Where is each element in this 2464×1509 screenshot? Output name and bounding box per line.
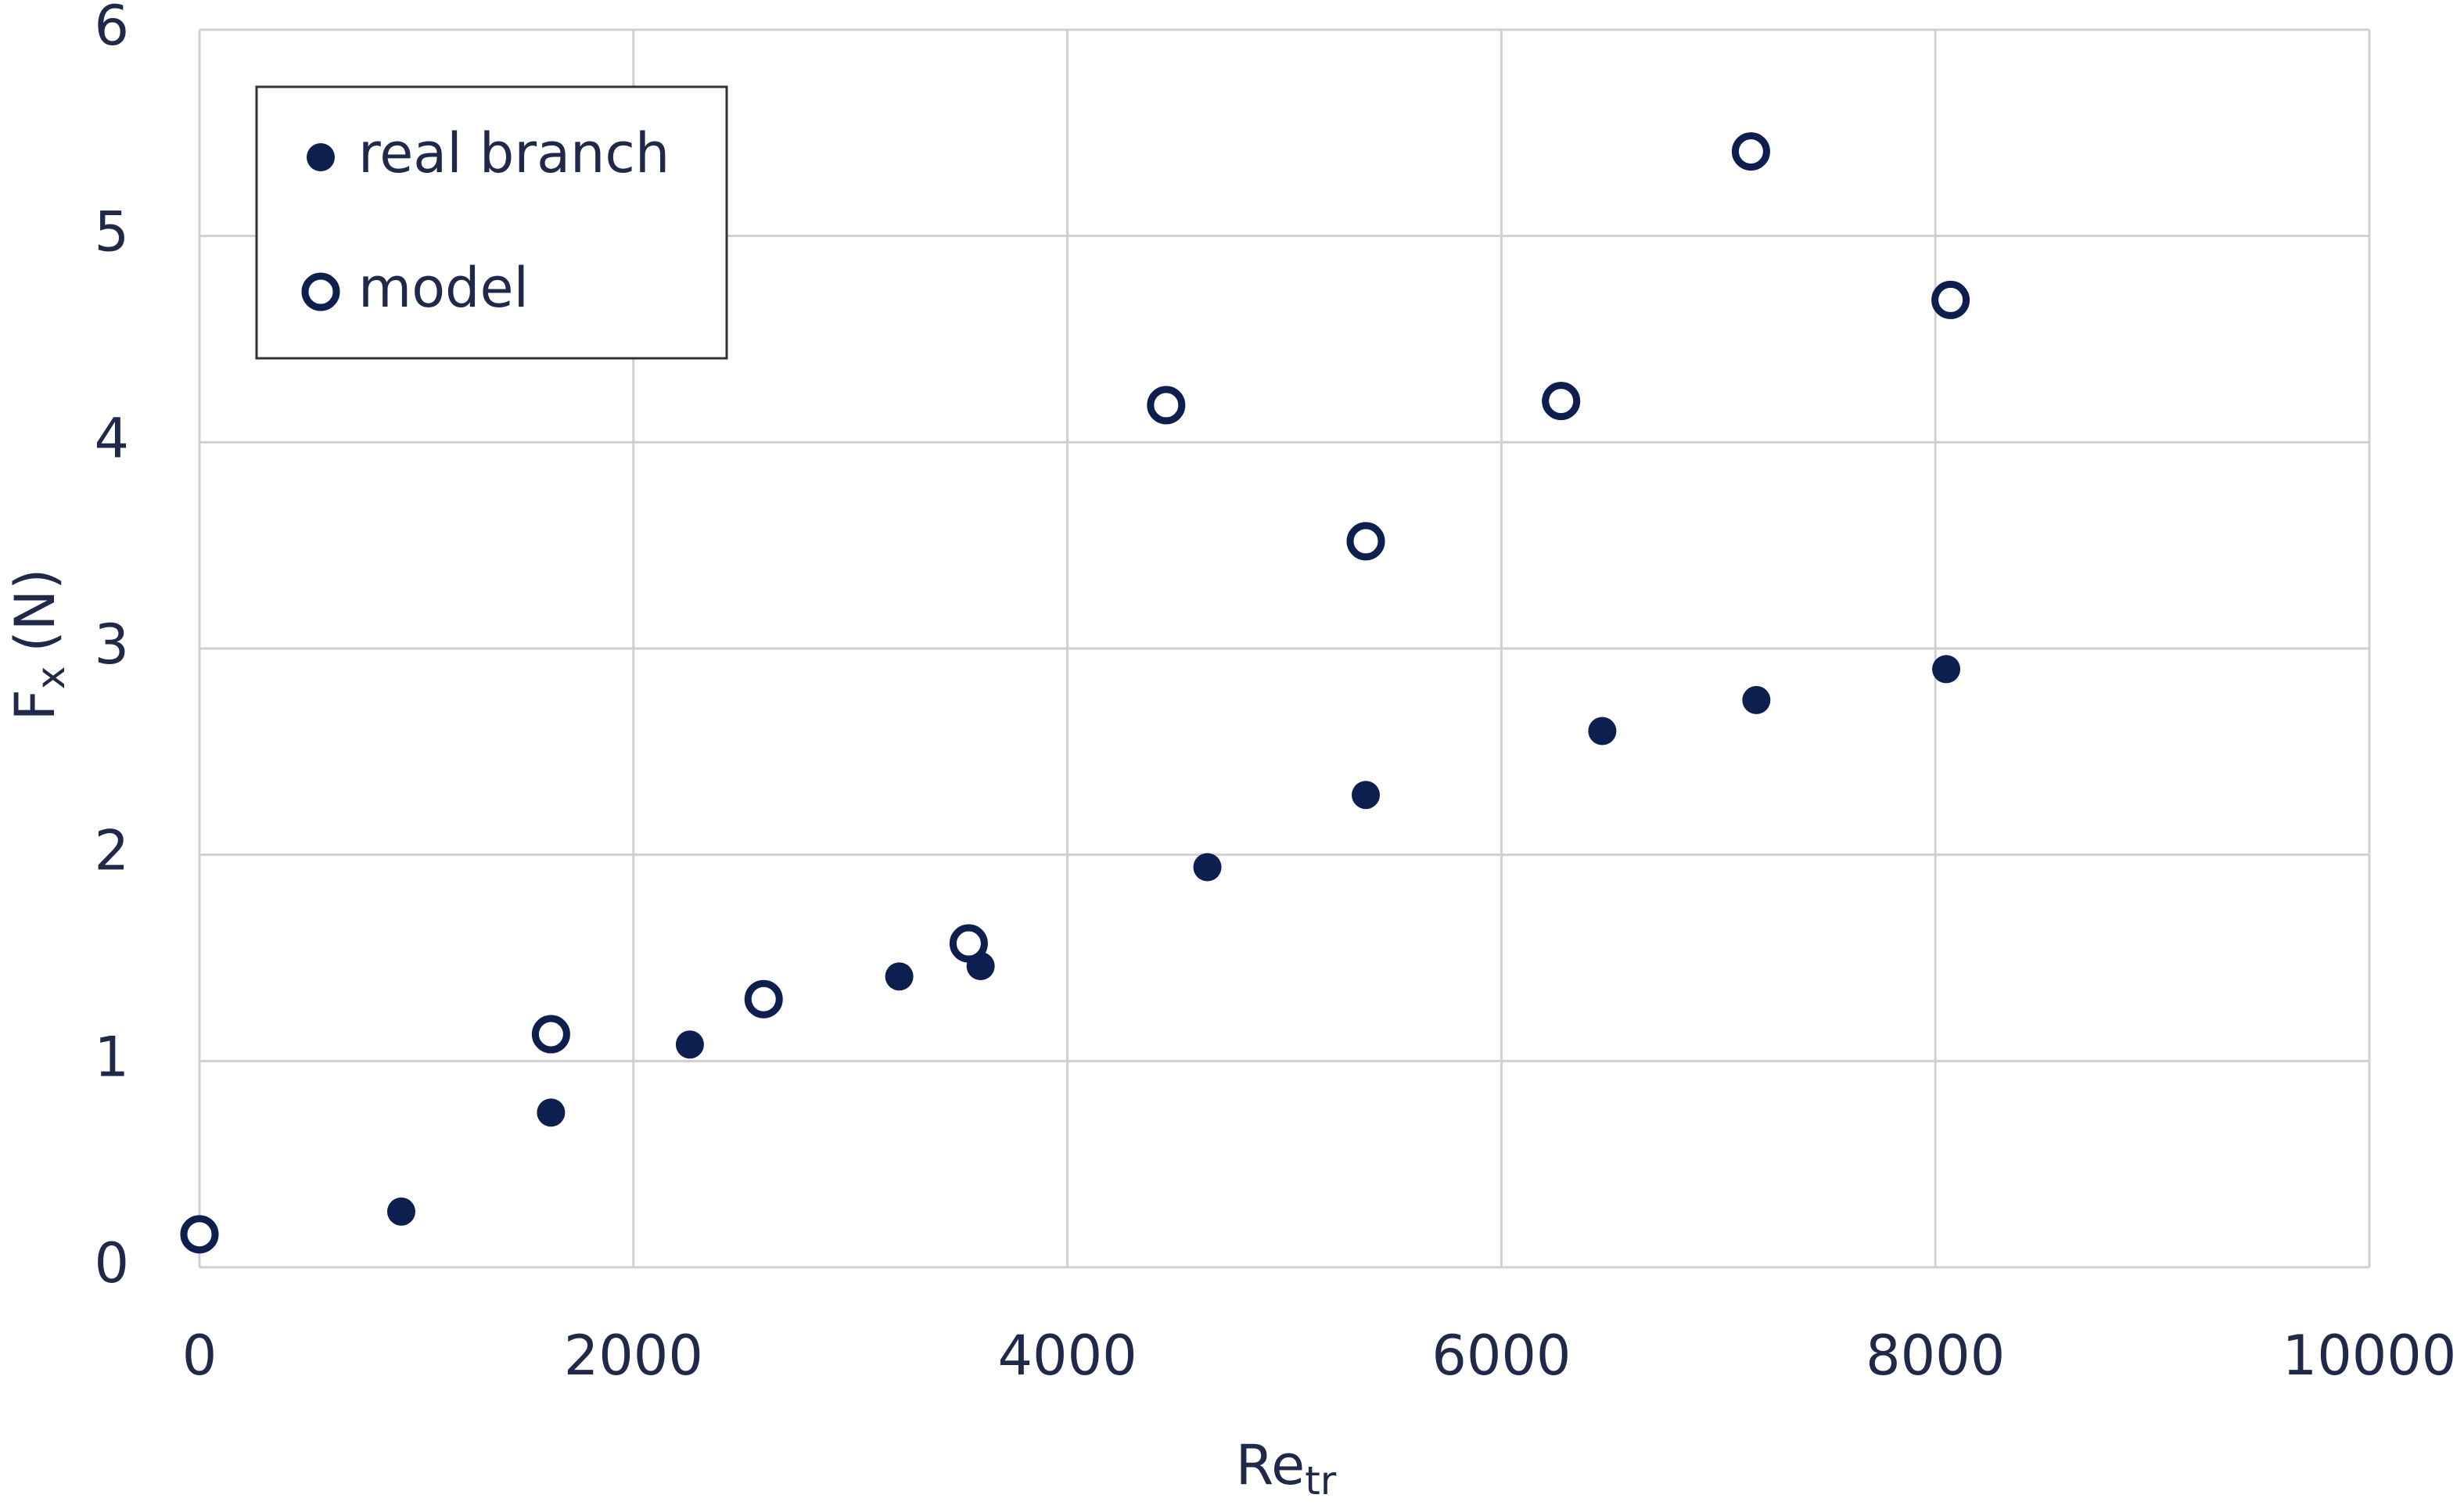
legend-box — [255, 85, 728, 360]
point — [180, 1215, 219, 1254]
y-tick-label: 1 — [94, 1025, 129, 1089]
point — [531, 1015, 570, 1054]
point — [1932, 655, 1961, 684]
point — [1542, 382, 1581, 421]
legend-label: model — [358, 256, 529, 320]
y-label-sub: x — [28, 666, 74, 690]
point — [537, 1098, 566, 1127]
y-label-main: F — [3, 689, 67, 720]
legend-marker — [301, 272, 340, 311]
point — [744, 979, 783, 1019]
x-tick-label: 2000 — [564, 1324, 703, 1388]
point — [1588, 717, 1617, 746]
x-tick-label: 4000 — [998, 1324, 1137, 1388]
y-label-unit: (N) — [3, 569, 67, 652]
y-tick-label: 5 — [94, 200, 129, 264]
y-tick-label: 4 — [94, 406, 129, 470]
y-tick-label: 0 — [94, 1231, 129, 1295]
point — [1352, 781, 1381, 810]
x-label-main: Re — [1236, 1433, 1306, 1497]
point — [1931, 280, 1970, 319]
point — [675, 1030, 704, 1059]
x-tick-label: 0 — [182, 1324, 217, 1388]
x-tick-label: 10000 — [2283, 1324, 2457, 1388]
y-tick-label: 6 — [94, 0, 129, 58]
x-tick-label: 8000 — [1866, 1324, 2005, 1388]
y-tick-label: 3 — [94, 613, 129, 677]
point — [885, 962, 914, 991]
y-axis-label: Fx (N) — [3, 569, 73, 721]
legend-label: real branch — [358, 121, 670, 185]
point — [1742, 685, 1771, 714]
point — [1193, 853, 1222, 882]
legend-marker — [307, 143, 335, 171]
point — [1731, 132, 1770, 171]
x-axis-label: Retr — [1236, 1433, 1337, 1503]
point — [1346, 522, 1385, 561]
x-label-sub: tr — [1305, 1458, 1337, 1504]
point — [386, 1197, 415, 1226]
point — [1147, 386, 1186, 425]
point — [949, 924, 988, 963]
y-tick-label: 2 — [94, 819, 129, 883]
x-tick-label: 6000 — [1431, 1324, 1571, 1388]
